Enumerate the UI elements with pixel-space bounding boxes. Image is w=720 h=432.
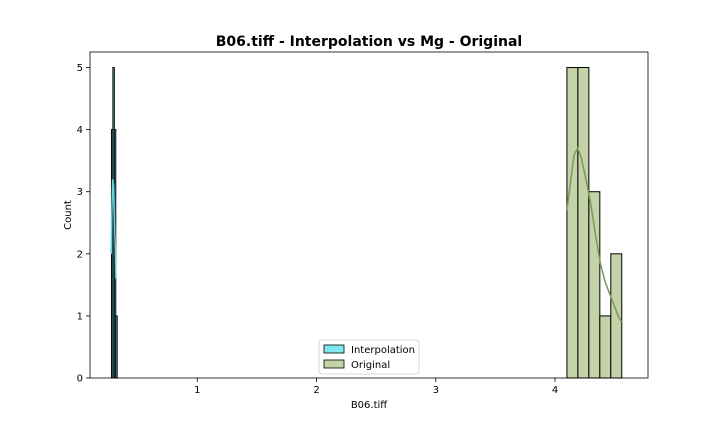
original-bar-1 (577, 67, 590, 379)
y-tick-label-4: 4 (77, 125, 83, 136)
y-tick-label-0: 0 (77, 374, 83, 385)
legend-swatch-original (323, 359, 345, 369)
original-bar-2 (588, 191, 601, 379)
x-axis-label: B06.tiff (351, 400, 388, 411)
x-tick-label-4: 4 (552, 385, 558, 396)
legend: Interpolation Original (318, 339, 420, 375)
original-bar-4 (610, 253, 623, 379)
chart-title: B06.tiff - Interpolation vs Mg - Origina… (216, 34, 522, 50)
original-kde-line (566, 146, 623, 323)
y-tick-label-3: 3 (77, 187, 83, 198)
legend-label-interpolation: Interpolation (351, 345, 415, 356)
y-tick-label-5: 5 (77, 63, 83, 74)
y-tick-label-2: 2 (77, 249, 83, 260)
interpolation-bar-3 (115, 315, 118, 379)
legend-label-original: Original (351, 360, 390, 371)
original-bar-0 (566, 67, 579, 379)
x-tick-label-3: 3 (433, 385, 439, 396)
x-tick-label-1: 1 (194, 385, 200, 396)
legend-swatch-interpolation (323, 344, 345, 354)
x-tick-label-2: 2 (313, 385, 319, 396)
plot-frame (89, 51, 649, 379)
x-axis: 1 2 3 4 (194, 378, 558, 396)
original-bar-3 (599, 315, 612, 379)
y-tick-label-1: 1 (77, 311, 83, 322)
y-axis: 0 1 2 3 4 5 (77, 63, 90, 385)
bars-layer (110, 67, 623, 379)
kde-layer (110, 146, 623, 323)
y-axis-label: Count (63, 200, 74, 230)
interpolation-kde-line (110, 179, 117, 279)
